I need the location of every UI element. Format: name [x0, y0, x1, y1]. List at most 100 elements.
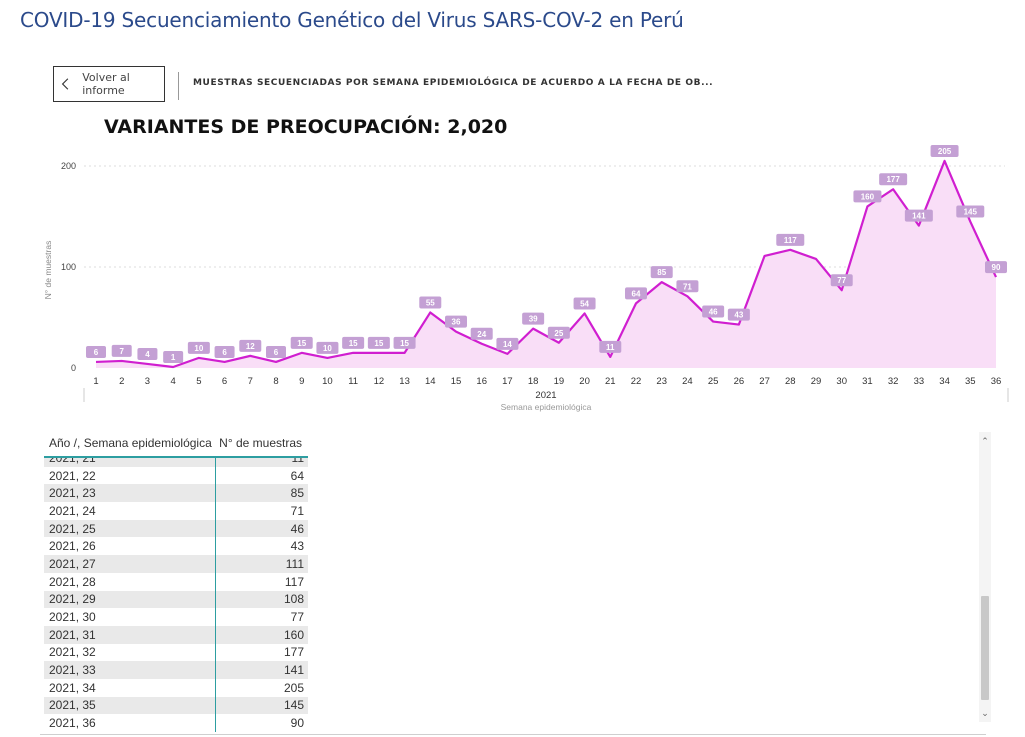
- data-label-bg: [930, 144, 959, 157]
- cell-count: 108: [283, 592, 304, 607]
- table-row[interactable]: 2021, 24 71: [44, 502, 308, 520]
- data-label-bg: [727, 308, 750, 321]
- data-label: 90: [992, 263, 1001, 272]
- table-row[interactable]: 2021, 29 108: [44, 590, 308, 609]
- cell-week: 2021, 30: [49, 610, 96, 625]
- x-tick-label: 15: [451, 376, 462, 387]
- table-row[interactable]: 2021, 31 160: [44, 625, 308, 644]
- table-row[interactable]: 2021, 22 64: [44, 467, 308, 485]
- x-tick-label: 28: [785, 376, 796, 387]
- data-label-bg: [853, 190, 882, 203]
- table-scrollbar[interactable]: ⌃ ⌄: [979, 432, 991, 722]
- x-tick-label: 6: [222, 376, 227, 387]
- cell-count: 205: [283, 680, 304, 695]
- cell-count: 71: [290, 503, 304, 518]
- table-row[interactable]: 2021, 35 145: [44, 696, 308, 715]
- chevron-down-icon[interactable]: ⌄: [981, 708, 989, 718]
- table-row[interactable]: 2021, 26 43: [44, 537, 308, 555]
- data-label-bg: [470, 327, 493, 340]
- cell-week: 2021, 24: [49, 503, 96, 518]
- data-label: 6: [274, 348, 279, 357]
- header-week[interactable]: Año /, Semana epidemiológica: [49, 436, 212, 450]
- data-label: 43: [734, 311, 743, 320]
- data-label-bg: [985, 261, 1007, 274]
- x-tick-label: 30: [836, 376, 847, 387]
- data-label: 1: [171, 353, 176, 362]
- x-tick-label: 8: [273, 376, 278, 387]
- data-label-bg: [650, 266, 673, 279]
- x-tick-label: 22: [631, 376, 642, 387]
- data-label-bg: [137, 347, 158, 360]
- page-title: COVID-19 Secuenciamiento Genético del Vi…: [20, 8, 684, 32]
- table-header: Año /, Semana epidemiológica N° de muest…: [44, 430, 308, 456]
- data-label: 117: [784, 236, 797, 245]
- data-label-bg: [547, 326, 570, 339]
- cell-count: 111: [285, 556, 304, 571]
- data-label-bg: [522, 312, 545, 325]
- cell-count: 117: [284, 574, 304, 589]
- cell-count: 90: [290, 716, 304, 731]
- x-tick-label: 5: [196, 376, 201, 387]
- cell-count: 85: [290, 486, 304, 501]
- data-label-bg: [187, 341, 210, 354]
- scroll-thumb[interactable]: [981, 596, 989, 700]
- data-label: 71: [683, 282, 692, 291]
- cell-week: 2021, 22: [49, 468, 96, 483]
- table-row[interactable]: 2021, 28 117: [44, 573, 308, 591]
- data-label-bg: [393, 336, 416, 349]
- cell-count: 177: [283, 645, 304, 660]
- x-tick-label: 35: [965, 376, 976, 387]
- table-row[interactable]: 2021, 34 205: [44, 679, 308, 697]
- data-label: 10: [323, 344, 332, 353]
- x-tick-label: 10: [322, 376, 333, 387]
- visual-caption: MUESTRAS SECUENCIADAS POR SEMANA EPIDEMI…: [193, 78, 714, 88]
- data-label: 177: [886, 175, 900, 184]
- data-label: 15: [349, 339, 358, 348]
- table-row[interactable]: 2021, 23 85: [44, 484, 308, 503]
- data-label: 55: [426, 298, 435, 307]
- cell-count: 46: [290, 521, 304, 536]
- data-label: 54: [580, 299, 589, 308]
- data-label-bg: [342, 336, 365, 349]
- data-label: 77: [837, 276, 846, 285]
- x-tick-label: 1: [93, 376, 98, 387]
- data-label: 14: [503, 340, 512, 349]
- x-tick-label: 34: [939, 376, 950, 387]
- back-button-label: Volver al informe: [82, 71, 130, 97]
- data-label: 85: [657, 268, 666, 277]
- data-label: 39: [529, 315, 538, 324]
- data-label-bg: [599, 340, 622, 353]
- table-row[interactable]: 2021, 36 90: [44, 714, 308, 732]
- cell-week: 2021, 23: [49, 486, 96, 501]
- chevron-up-icon[interactable]: ⌃: [981, 436, 989, 446]
- data-label: 6: [94, 348, 99, 357]
- table-row[interactable]: 2021, 32 177: [44, 644, 308, 662]
- data-label-bg: [239, 339, 262, 352]
- cell-count: 64: [290, 468, 304, 483]
- table-row[interactable]: 2021, 30 77: [44, 608, 308, 626]
- x-tick-label: 27: [759, 376, 770, 387]
- table-row[interactable]: 2021, 27 111: [44, 555, 308, 573]
- header-count[interactable]: N° de muestras: [219, 436, 302, 450]
- x-tick-label: 20: [579, 376, 590, 387]
- table-row[interactable]: 2021, 33 141: [44, 661, 308, 679]
- data-label: 4: [145, 350, 150, 359]
- x-tick-label: 18: [528, 376, 539, 387]
- y-tick-label: 0: [71, 363, 76, 373]
- data-label: 36: [452, 318, 461, 327]
- table-row[interactable]: 2021, 25 46: [44, 519, 308, 538]
- x-tick-label: 32: [888, 376, 899, 387]
- data-label-bg: [573, 297, 596, 310]
- cell-week: 2021, 35: [49, 698, 96, 713]
- data-label: 11: [606, 343, 615, 352]
- cell-week: 2021, 32: [49, 645, 96, 660]
- data-label-bg: [367, 336, 390, 349]
- chart-heading: VARIANTES DE PREOCUPACIÓN: 2,020: [104, 116, 508, 138]
- cell-count: 141: [283, 663, 304, 678]
- data-label-bg: [676, 280, 699, 293]
- area-fill: [96, 160, 996, 368]
- cell-count: 77: [290, 610, 304, 625]
- back-to-report-button[interactable]: Volver al informe: [53, 66, 165, 102]
